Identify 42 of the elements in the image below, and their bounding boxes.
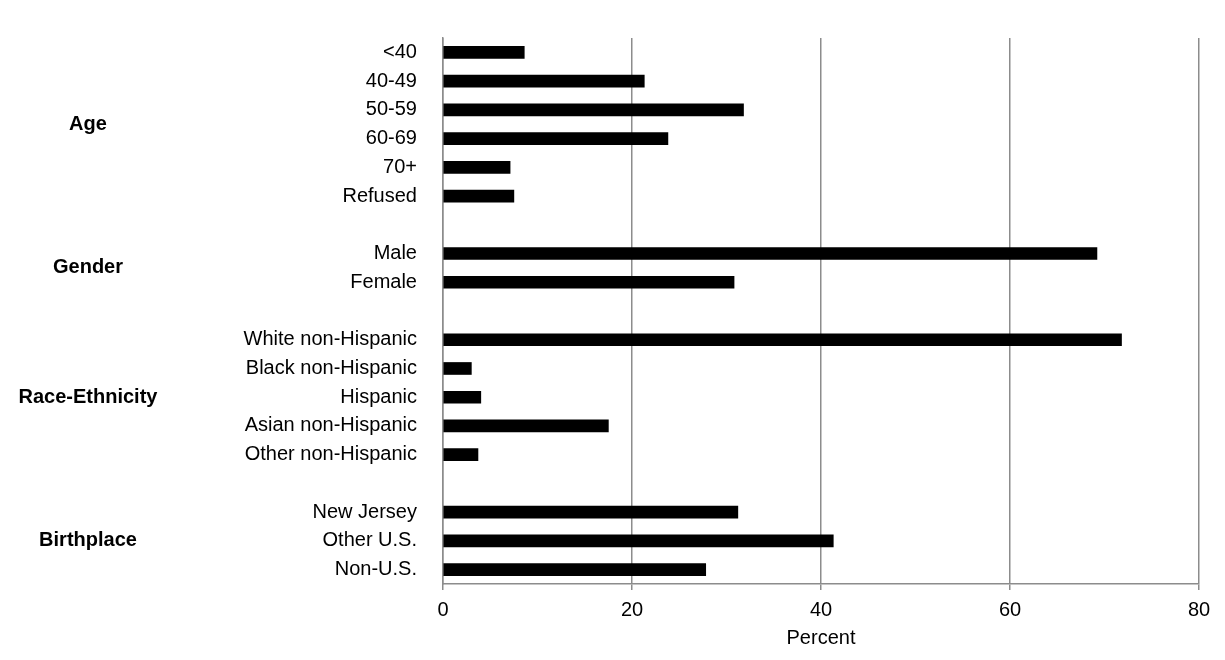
y-tick-label: Hispanic xyxy=(340,384,417,407)
y-tick-label: <40 xyxy=(383,39,417,62)
text: Race-Ethnicity xyxy=(18,384,159,407)
bar xyxy=(443,189,515,203)
x-tick-label: 0 xyxy=(437,597,449,620)
y-tick-label: Female xyxy=(350,269,417,292)
bar xyxy=(443,419,609,433)
bar xyxy=(443,103,744,117)
x-tick-label: 20 xyxy=(620,597,644,620)
y-tick-label: 70+ xyxy=(383,154,417,177)
bar xyxy=(443,333,1122,347)
y-tick-label: Asian non-Hispanic xyxy=(244,413,417,436)
bar xyxy=(443,46,525,59)
y-tick-label: White non-Hispanic xyxy=(243,327,417,350)
y-tick-label: Other U.S. xyxy=(322,528,417,551)
y-tick-label: 50-59 xyxy=(365,97,417,120)
text: Gender xyxy=(52,255,124,278)
y-tick-label: Male xyxy=(373,241,417,264)
bar xyxy=(443,362,472,375)
y-tick-label: Black non-Hispanic xyxy=(245,355,417,378)
bar xyxy=(443,247,1098,260)
x-tick-label: 60 xyxy=(998,597,1022,620)
bar xyxy=(443,390,482,404)
bar xyxy=(443,275,735,289)
y-tick-label: 40-49 xyxy=(365,68,417,91)
text: Age xyxy=(69,111,107,134)
text: Birthplace xyxy=(39,528,137,551)
x-tick-label: 80 xyxy=(1187,597,1211,620)
y-tick-label: Non-U.S. xyxy=(334,557,417,580)
y-tick-label: Other non-Hispanic xyxy=(244,442,417,465)
bar xyxy=(443,534,834,548)
bar xyxy=(443,74,645,88)
x-axis-title: Percent xyxy=(786,625,856,648)
bar xyxy=(443,160,511,174)
bar xyxy=(443,505,739,519)
x-tick-label: 40 xyxy=(809,597,833,620)
bar xyxy=(443,132,669,145)
bar xyxy=(443,448,479,462)
y-tick-label: Refused xyxy=(342,183,417,206)
y-tick-label: 60-69 xyxy=(365,126,417,149)
bar xyxy=(443,563,707,576)
y-tick-label: New Jersey xyxy=(312,499,417,522)
